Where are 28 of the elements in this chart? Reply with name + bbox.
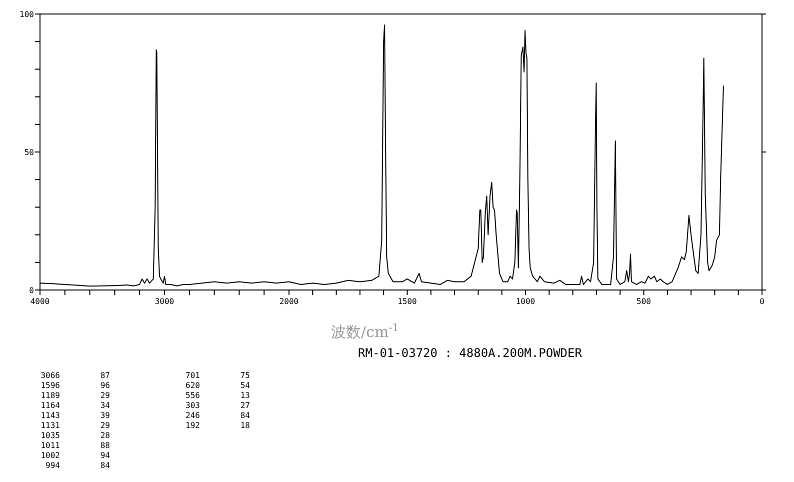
text: 1143 39: [40, 411, 110, 420]
x-tick-label: 1000: [516, 297, 536, 306]
x-tick-label: 3000: [154, 297, 174, 306]
x-tick-label: 1500: [398, 297, 418, 306]
text: 556 13: [186, 391, 250, 400]
text: 3066 87: [40, 371, 110, 380]
text: 1164 34: [40, 401, 110, 410]
text: 303 27: [186, 401, 250, 410]
text: 620 54: [186, 381, 250, 390]
y-tick-label: 100: [20, 10, 34, 19]
text: 1596 96: [40, 381, 110, 390]
x-tick-label: 2000: [279, 297, 299, 306]
text: 246 84: [186, 411, 250, 420]
x-tick-label: 4000: [30, 297, 50, 306]
text: 1002 94: [40, 451, 110, 460]
text: 1189 29: [40, 391, 110, 400]
y-tick-label: 50: [24, 148, 34, 157]
text: 1035 28: [40, 431, 110, 440]
text: 994 84: [46, 461, 110, 470]
y-tick-label: 0: [29, 286, 34, 295]
text: 701 75: [186, 371, 250, 380]
text: 1011 88: [40, 441, 110, 450]
x-tick-label: 500: [636, 297, 652, 306]
text: 192 18: [186, 421, 250, 430]
text: RM-01-03720 : 4880A.200M.POWDER: [358, 346, 583, 360]
x-tick-label: 0: [760, 297, 765, 306]
x-axis-title: 波数/cm$^{-1}$: [331, 322, 399, 341]
text: 1131 29: [40, 421, 110, 430]
